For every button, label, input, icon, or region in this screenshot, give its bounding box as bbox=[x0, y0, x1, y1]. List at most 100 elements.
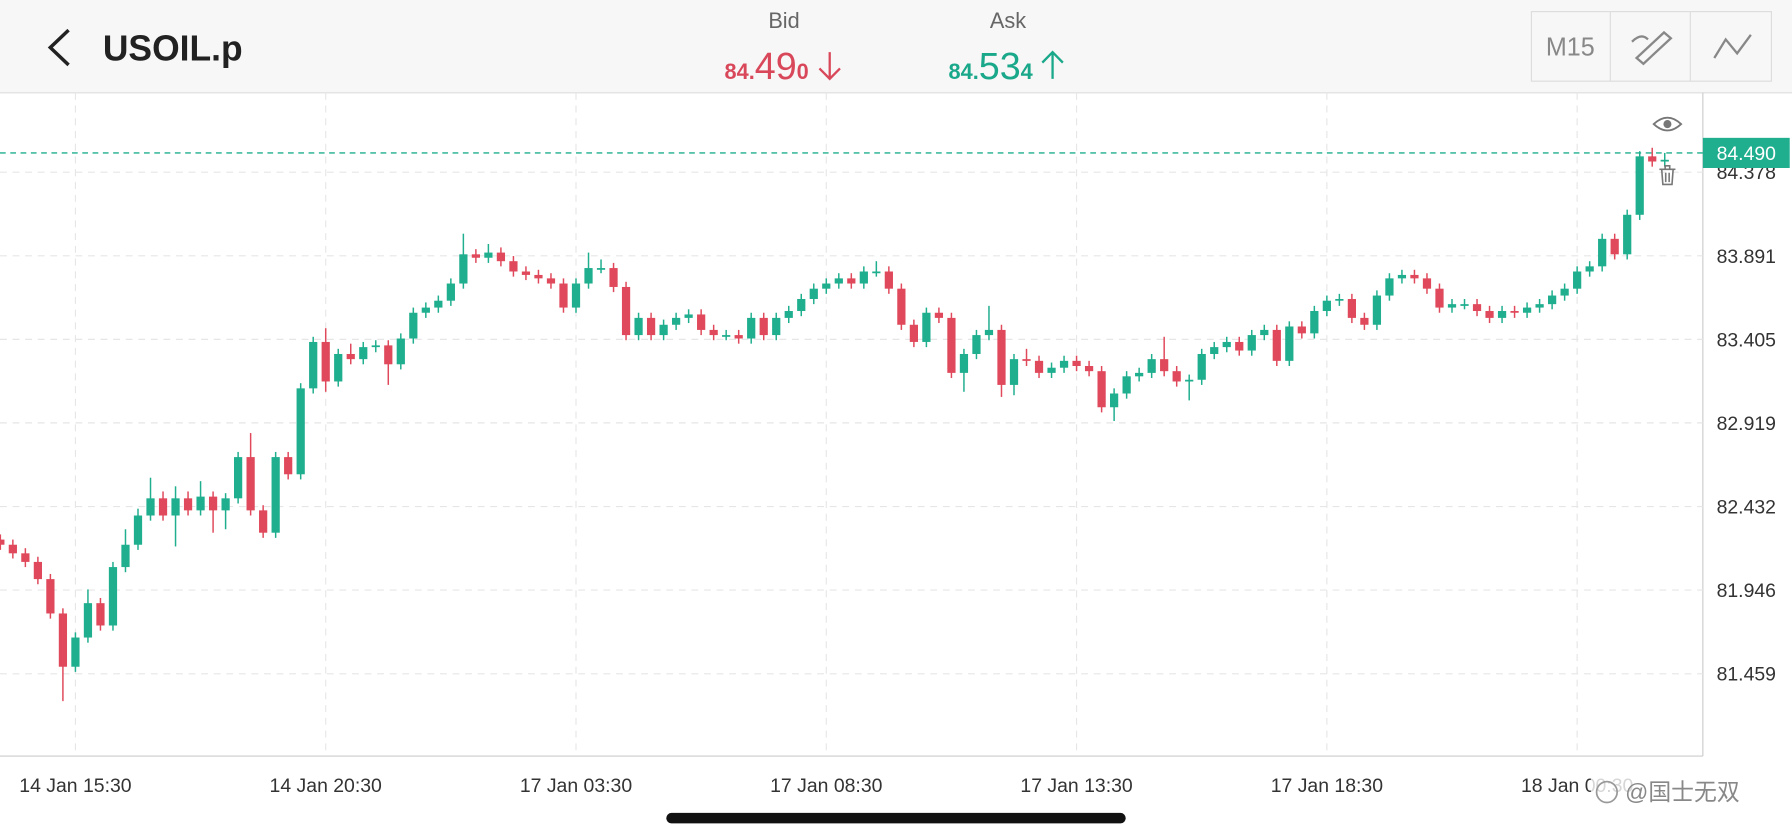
candle-body bbox=[584, 268, 593, 284]
candle-body bbox=[659, 324, 668, 336]
candle-body bbox=[1097, 371, 1106, 408]
y-tick-label: 83.405 bbox=[1717, 329, 1777, 351]
candle-body bbox=[1422, 278, 1432, 289]
candle-body bbox=[33, 561, 42, 580]
candle-body bbox=[1397, 274, 1407, 279]
x-tick-label: 17 Jan 08:30 bbox=[770, 775, 882, 797]
bid-price: 84.490 bbox=[725, 46, 809, 88]
candle-body bbox=[334, 353, 343, 382]
watermark: @国士无双 bbox=[1625, 779, 1740, 805]
candle-body bbox=[521, 271, 531, 275]
candle-body bbox=[947, 317, 956, 373]
watermark-logo bbox=[1595, 780, 1618, 804]
ask-label: Ask bbox=[990, 8, 1026, 33]
timeframe-button[interactable]: M15 bbox=[1546, 34, 1595, 62]
candle-body bbox=[484, 252, 493, 258]
candle-body bbox=[434, 300, 443, 308]
candle-body bbox=[1260, 329, 1269, 336]
candle-body bbox=[822, 283, 831, 289]
candle-body bbox=[259, 510, 268, 533]
candle-body bbox=[1247, 335, 1256, 351]
candle-body bbox=[1447, 304, 1457, 308]
candle-body bbox=[96, 603, 105, 626]
back-button[interactable] bbox=[47, 28, 70, 67]
candle-body bbox=[1648, 156, 1657, 162]
bid-price-small: 84. bbox=[725, 59, 755, 84]
ask-price: 84.534 bbox=[949, 46, 1034, 88]
candle-body bbox=[972, 335, 981, 354]
candle-body bbox=[246, 457, 255, 511]
candle-body bbox=[1460, 304, 1469, 306]
bid-down-arrow bbox=[818, 52, 841, 81]
eye-icon[interactable] bbox=[1652, 116, 1683, 132]
candle-body bbox=[496, 252, 506, 262]
candle-body bbox=[1197, 353, 1206, 380]
candle-body bbox=[1272, 329, 1281, 361]
y-tick-label: 81.946 bbox=[1717, 580, 1777, 602]
candle-body bbox=[734, 335, 743, 339]
candle-body bbox=[859, 271, 868, 284]
candle-body bbox=[1235, 341, 1244, 351]
x-tick-label: 17 Jan 13:30 bbox=[1020, 775, 1132, 797]
candle-body bbox=[1047, 367, 1056, 373]
candle-body bbox=[1635, 156, 1644, 215]
candle-body bbox=[471, 254, 480, 258]
candle-body bbox=[872, 271, 881, 274]
candle-body bbox=[196, 496, 205, 511]
candle-body bbox=[421, 307, 430, 313]
candle-body bbox=[1573, 271, 1582, 289]
candle-body bbox=[171, 498, 180, 516]
candle-body bbox=[271, 457, 280, 533]
y-tick-label: 81.459 bbox=[1717, 664, 1776, 686]
candle-body bbox=[0, 539, 5, 545]
candle-body bbox=[158, 498, 168, 516]
candle-body bbox=[1059, 360, 1069, 368]
x-tick-label: 14 Jan 20:30 bbox=[270, 775, 382, 797]
candle-body bbox=[1122, 376, 1131, 394]
candle-body bbox=[1084, 366, 1094, 372]
candle-body bbox=[1222, 341, 1231, 348]
candle-body bbox=[784, 311, 793, 318]
candle-body bbox=[71, 637, 80, 667]
candle-body bbox=[922, 312, 931, 342]
ask-price-big: 53 bbox=[979, 46, 1021, 88]
candle-body bbox=[747, 317, 756, 339]
candle-body bbox=[1585, 266, 1594, 272]
price-line-tag bbox=[1702, 137, 1790, 168]
y-tick-label: 82.919 bbox=[1717, 413, 1776, 435]
candle-body bbox=[509, 261, 518, 272]
candle-body bbox=[1535, 304, 1544, 308]
candle-body bbox=[1135, 372, 1144, 377]
candle-body bbox=[1110, 393, 1119, 408]
candle-body bbox=[596, 268, 606, 270]
candle-body bbox=[609, 268, 618, 287]
candle-body bbox=[296, 388, 305, 475]
candle-body bbox=[772, 317, 781, 336]
candle-body bbox=[46, 579, 55, 614]
candle-body bbox=[1548, 295, 1557, 305]
candle-body bbox=[1160, 359, 1169, 372]
candle-body bbox=[897, 288, 906, 325]
ask-price-small: 84. bbox=[949, 59, 979, 84]
candle-body bbox=[384, 345, 393, 365]
candle-body bbox=[684, 314, 693, 318]
candle-body bbox=[108, 567, 118, 626]
candle-body bbox=[559, 283, 568, 308]
draw-button[interactable] bbox=[1631, 30, 1673, 66]
indicator-button[interactable] bbox=[1713, 34, 1752, 59]
candle-body bbox=[847, 278, 856, 284]
bid-label: Bid bbox=[768, 8, 799, 33]
candle-body bbox=[1372, 295, 1382, 325]
candle-body bbox=[321, 341, 330, 382]
candle-body bbox=[396, 338, 405, 365]
candle-body bbox=[133, 515, 143, 545]
candle-body bbox=[234, 457, 243, 499]
candle-body bbox=[1185, 379, 1194, 382]
y-tick-label: 83.891 bbox=[1717, 246, 1776, 268]
candle-body bbox=[934, 312, 944, 318]
candle-body bbox=[1610, 238, 1619, 255]
candle-body bbox=[1360, 317, 1369, 325]
candle-body bbox=[459, 254, 468, 284]
